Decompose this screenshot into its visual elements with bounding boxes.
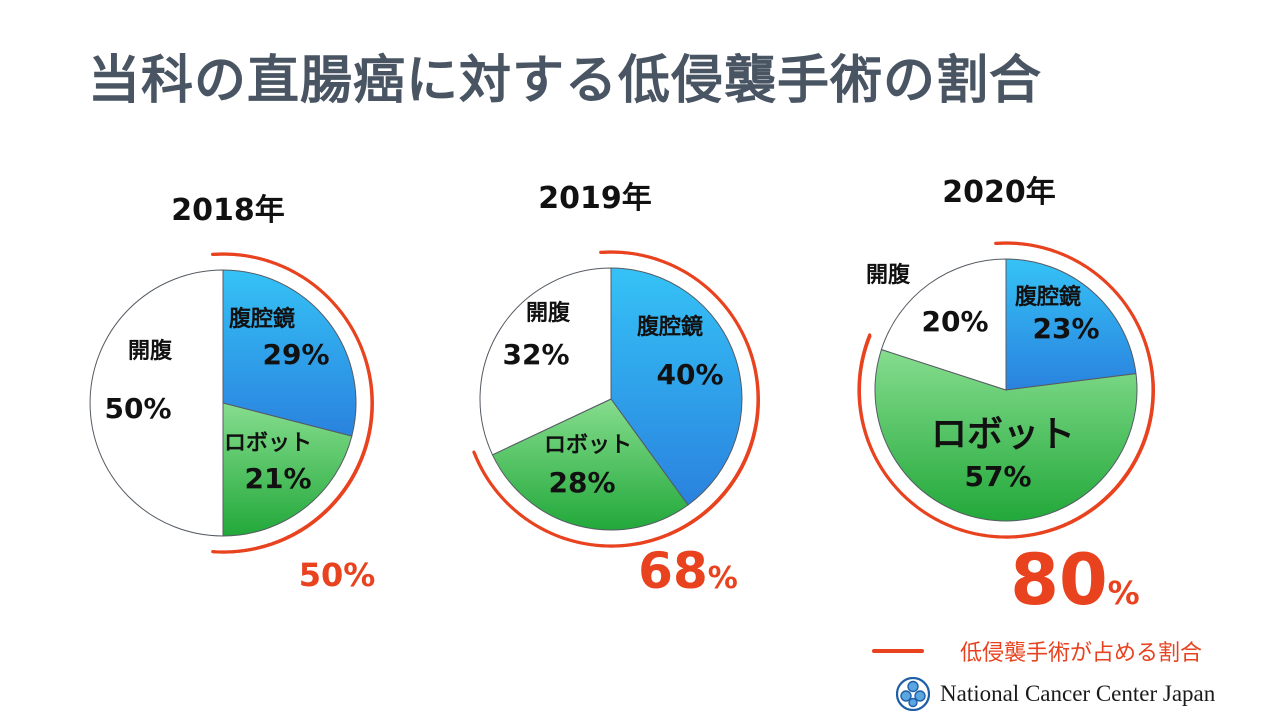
pie-2-value-open: 20% [921, 305, 988, 338]
pie-0-title: 2018年 [171, 193, 285, 228]
pie-2-slice-laparoscopy [1005, 258, 1137, 391]
pie-2-label-open: 開腹 [866, 262, 911, 288]
legend-label: 低侵襲手術が占める割合 [960, 641, 1203, 666]
pie-0-label-laparoscopy: 腹腔鏡 [229, 306, 295, 332]
pie-0-value-laparoscopy: 29% [262, 338, 329, 371]
footer: National Cancer Center Japan [896, 674, 1215, 714]
pie-2-minimally-invasive-total: 80% [1010, 539, 1139, 621]
pie-1-label-robot: ロボット [544, 433, 632, 458]
pie-2-value-robot: 57% [964, 460, 1031, 493]
pie-0-slice-open [89, 269, 224, 537]
pie-1-label-laparoscopy: 腹腔鏡 [637, 314, 703, 340]
pie-0-slice-laparoscopy [222, 269, 357, 437]
pie-2-value-laparoscopy: 23% [1032, 312, 1099, 345]
org-name: National Cancer Center Japan [940, 681, 1216, 706]
pie-2-highlight-arc-inner [859, 243, 1155, 539]
pie-0-value-robot: 21% [244, 462, 311, 495]
pie-2-title: 2020年 [942, 175, 1056, 210]
pie-1-title: 2019年 [538, 181, 652, 216]
pie-1-value-robot: 28% [548, 466, 615, 499]
pie-0-label-robot: ロボット [224, 431, 312, 456]
pie-2-label-laparoscopy: 腹腔鏡 [1015, 284, 1081, 310]
pie-0-label-open: 開腹 [128, 338, 173, 364]
pie-2-label-robot: ロボット [931, 414, 1075, 455]
legend-swatch-highlight [872, 649, 924, 653]
pie-0-highlight-arc-inner [213, 254, 374, 554]
pie-1-label-open: 開腹 [526, 300, 571, 326]
pie-0-slice-robot [222, 402, 353, 537]
pie-2-slice-open [880, 258, 1007, 391]
pie-1-minimally-invasive-total: 68% [638, 542, 738, 600]
pie-0-minimally-invasive-total: 50% [299, 556, 376, 594]
pie-0-value-open: 50% [104, 392, 171, 425]
pie-1-value-laparoscopy: 40% [656, 358, 723, 391]
pie-1-value-open: 32% [502, 338, 569, 371]
pie-1-slice-laparoscopy [610, 267, 743, 506]
ncc-logo-icon [896, 677, 930, 711]
pie-1-slice-open [479, 267, 612, 456]
pie-2-slice-robot [874, 348, 1138, 522]
pie-1-slice-robot [491, 398, 689, 531]
page-title: 当科の直腸癌に対する低侵襲手術の割合 [88, 51, 1043, 111]
legend: 低侵襲手術が占める割合 [872, 636, 1202, 666]
pie-1-highlight-arc-inner [474, 252, 760, 548]
